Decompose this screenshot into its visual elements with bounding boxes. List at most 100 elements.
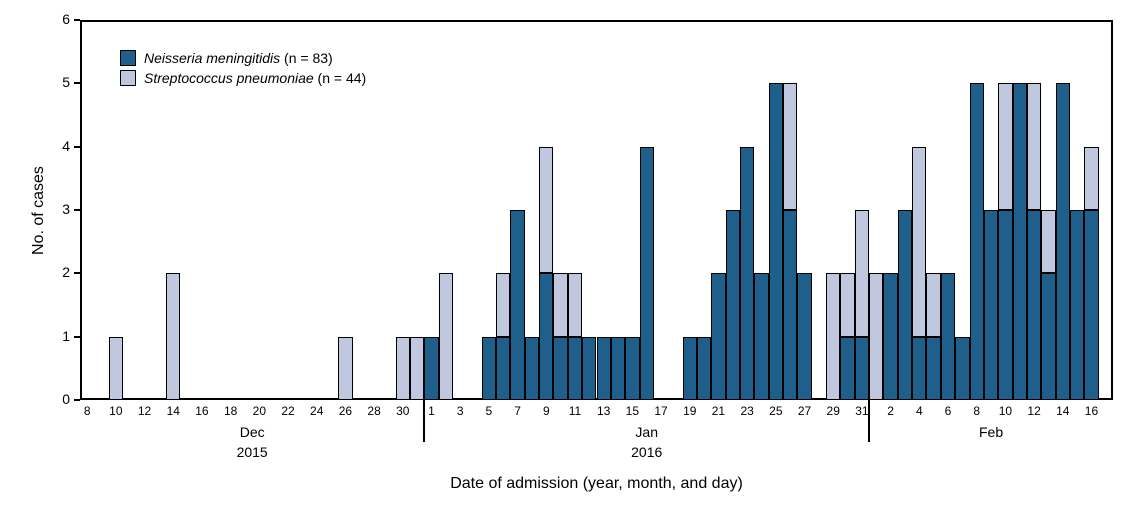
y-tick-mark: [74, 336, 80, 338]
bar-neisseria: [510, 210, 524, 400]
x-tick-label: 12: [133, 404, 157, 418]
bar-streptococcus: [439, 273, 453, 400]
x-tick-label: 12: [1022, 404, 1046, 418]
bar-neisseria: [496, 337, 510, 400]
x-tick-label: 15: [620, 404, 644, 418]
bar-streptococcus: [1027, 83, 1041, 210]
bar-neisseria: [568, 337, 582, 400]
month-label: Feb: [961, 424, 1021, 440]
year-label: 2016: [617, 444, 677, 460]
bar-neisseria: [855, 337, 869, 400]
x-tick-label: 24: [305, 404, 329, 418]
x-tick-label: 26: [333, 404, 357, 418]
year-label: 2015: [222, 444, 282, 460]
bar-neisseria: [553, 337, 567, 400]
bar-neisseria: [840, 337, 854, 400]
bar-neisseria: [883, 273, 897, 400]
bar-neisseria: [611, 337, 625, 400]
legend-label-neisseria: Neisseria meningitidis (n = 83): [144, 50, 333, 66]
x-tick-label: 5: [477, 404, 501, 418]
y-tick-mark: [74, 146, 80, 148]
y-tick-label: 5: [50, 74, 70, 90]
x-tick-label: 7: [506, 404, 530, 418]
x-tick-label: 30: [391, 404, 415, 418]
bar-neisseria: [955, 337, 969, 400]
bar-neisseria: [984, 210, 998, 400]
bar-neisseria: [754, 273, 768, 400]
y-tick-label: 6: [50, 11, 70, 27]
x-tick-label: 10: [993, 404, 1017, 418]
bar-neisseria: [1027, 210, 1041, 400]
legend-item-neisseria: Neisseria meningitidis (n = 83): [120, 50, 366, 66]
x-tick-label: 8: [75, 404, 99, 418]
y-tick-label: 0: [50, 391, 70, 407]
y-tick-label: 4: [50, 138, 70, 154]
bar-neisseria: [1041, 273, 1055, 400]
x-tick-label: 21: [706, 404, 730, 418]
bar-neisseria: [783, 210, 797, 400]
bar-neisseria: [424, 337, 438, 400]
month-label: Jan: [617, 424, 677, 440]
bar-streptococcus: [396, 337, 410, 400]
x-tick-label: 17: [649, 404, 673, 418]
bar-neisseria: [970, 83, 984, 400]
bar-neisseria: [697, 337, 711, 400]
x-tick-label: 3: [448, 404, 472, 418]
bar-streptococcus: [553, 273, 567, 336]
bar-neisseria: [912, 337, 926, 400]
y-tick-mark: [74, 272, 80, 274]
y-tick-mark: [74, 19, 80, 21]
x-tick-label: 9: [534, 404, 558, 418]
y-tick-mark: [74, 209, 80, 211]
bar-neisseria: [797, 273, 811, 400]
bar-neisseria: [941, 273, 955, 400]
x-tick-label: 22: [276, 404, 300, 418]
x-tick-label: 29: [821, 404, 845, 418]
y-tick-label: 3: [50, 201, 70, 217]
legend-item-streptococcus: Streptococcus pneumoniae (n = 44): [120, 70, 366, 86]
legend: Neisseria meningitidis (n = 83) Streptoc…: [120, 50, 366, 90]
x-tick-label: 13: [592, 404, 616, 418]
bar-neisseria: [640, 147, 654, 400]
x-tick-label: 31: [850, 404, 874, 418]
bar-neisseria: [597, 337, 611, 400]
bar-neisseria: [711, 273, 725, 400]
bar-neisseria: [683, 337, 697, 400]
bar-neisseria: [625, 337, 639, 400]
x-axis-label: Date of admission (year, month, and day): [80, 475, 1113, 493]
x-tick-label: 19: [678, 404, 702, 418]
x-tick-label: 8: [965, 404, 989, 418]
bar-streptococcus: [912, 147, 926, 337]
bar-streptococcus: [338, 337, 352, 400]
bar-streptococcus: [109, 337, 123, 400]
bar-streptococcus: [166, 273, 180, 400]
bar-neisseria: [898, 210, 912, 400]
bar-neisseria: [1013, 83, 1027, 400]
x-tick-label: 25: [764, 404, 788, 418]
bar-neisseria: [998, 210, 1012, 400]
bar-streptococcus: [496, 273, 510, 336]
month-separator: [868, 400, 870, 442]
legend-label-streptococcus: Streptococcus pneumoniae (n = 44): [144, 70, 366, 86]
month-label: Dec: [222, 424, 282, 440]
bar-streptococcus: [826, 273, 840, 400]
bar-neisseria: [525, 337, 539, 400]
x-tick-label: 20: [247, 404, 271, 418]
x-tick-label: 23: [735, 404, 759, 418]
bar-streptococcus: [998, 83, 1012, 210]
x-tick-label: 27: [793, 404, 817, 418]
month-separator: [423, 400, 425, 442]
bar-streptococcus: [855, 210, 869, 337]
bar-streptococcus: [539, 147, 553, 274]
bar-neisseria: [1056, 83, 1070, 400]
legend-swatch-neisseria: [120, 50, 136, 66]
x-tick-label: 16: [190, 404, 214, 418]
bar-neisseria: [1084, 210, 1098, 400]
y-tick-mark: [74, 82, 80, 84]
y-tick-mark: [74, 399, 80, 401]
x-tick-label: 6: [936, 404, 960, 418]
y-tick-label: 2: [50, 264, 70, 280]
bar-streptococcus: [869, 273, 883, 400]
figure: No. of cases Date of admission (year, mo…: [0, 0, 1133, 514]
x-tick-label: 16: [1079, 404, 1103, 418]
